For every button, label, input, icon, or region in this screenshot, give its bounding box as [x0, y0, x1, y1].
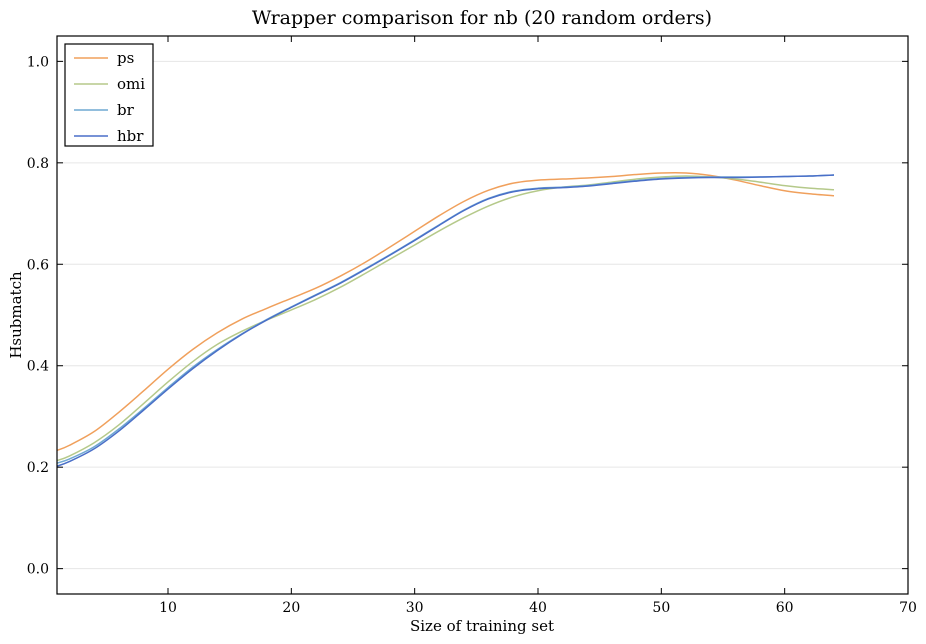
series-line-br	[56, 174, 835, 464]
y-tick-label: 0.0	[27, 562, 49, 578]
axis-ticks: 0.0 0.2 0.4 0.6 0.8 1.0 10 20 30 40 50 60 70	[27, 36, 917, 616]
x-tick-label: 40	[529, 600, 547, 616]
x-tick-label: 30	[406, 600, 424, 616]
plot-frame	[56, 35, 909, 595]
series-lines	[56, 171, 835, 467]
series-line-ps	[56, 171, 835, 452]
x-tick-label: 10	[159, 600, 177, 616]
legend-label-omi: omi	[117, 75, 145, 93]
legend-label-hbr: hbr	[117, 127, 144, 145]
legend-box	[64, 43, 154, 147]
series-line-omi	[56, 175, 835, 462]
y-tick-label: 1.0	[27, 54, 49, 70]
x-axis-label: Size of training set	[410, 617, 554, 635]
x-tick-label: 70	[899, 600, 917, 616]
y-tick-label: 0.6	[27, 257, 49, 273]
y-tick-label: 0.2	[27, 460, 49, 476]
legend-label-br: br	[117, 101, 135, 119]
y-tick-label: 0.4	[27, 359, 49, 375]
y-axis-label: Hsubmatch	[7, 271, 25, 359]
x-tick-label: 50	[652, 600, 670, 616]
series-line-hbr	[56, 174, 835, 467]
x-tick-label: 60	[776, 600, 794, 616]
legend: ps omi br hbr	[64, 43, 154, 147]
y-tick-label: 0.8	[27, 156, 49, 172]
chart-title: Wrapper comparison for nb (20 random ord…	[252, 7, 712, 29]
legend-label-ps: ps	[117, 49, 134, 67]
grid-lines	[57, 60, 908, 570]
x-tick-label: 20	[282, 600, 300, 616]
